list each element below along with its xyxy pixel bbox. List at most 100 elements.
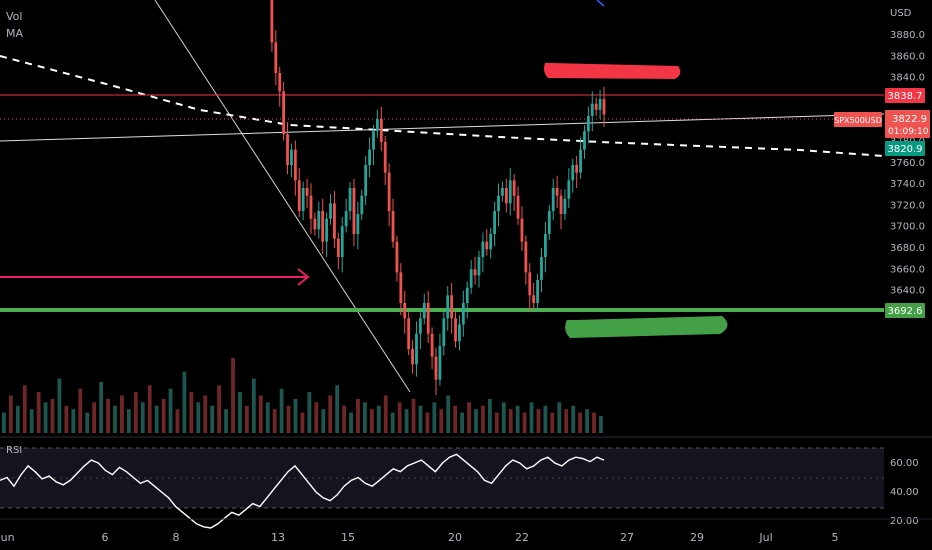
volume-bar xyxy=(599,415,603,433)
candle-body xyxy=(387,172,391,211)
candle-body xyxy=(465,287,469,303)
volume-bar xyxy=(64,405,69,433)
price-axis[interactable]: USD 3880.03860.03840.03820.03800.03780.0… xyxy=(890,8,925,318)
volume-bar xyxy=(585,409,589,433)
candle-body xyxy=(364,165,368,196)
volume-bar xyxy=(369,409,374,433)
pink-arrow[interactable] xyxy=(0,268,310,286)
volume-bar xyxy=(342,405,347,433)
price-pane[interactable] xyxy=(0,0,885,437)
candle-body xyxy=(524,241,528,273)
candle-body xyxy=(485,241,489,250)
candle-body xyxy=(575,165,579,173)
volume-bar xyxy=(113,405,117,433)
candle-body xyxy=(293,149,297,181)
volume-bar xyxy=(286,405,291,433)
volume-bars xyxy=(2,358,603,433)
volume-bar xyxy=(251,378,256,433)
volume-bar xyxy=(50,398,55,433)
trendline-price-label: 3820.9 xyxy=(885,141,925,156)
candle-body xyxy=(395,241,399,273)
candle-body xyxy=(360,195,364,215)
candle-body xyxy=(336,238,340,257)
price-tick-label: 3660.0 xyxy=(890,264,925,275)
volume-bar xyxy=(543,405,548,433)
time-tick-label: 20 xyxy=(448,531,462,544)
candle-body xyxy=(594,103,598,110)
ma-indicator-label[interactable]: MA xyxy=(6,27,24,40)
volume-bar xyxy=(439,409,444,433)
candle-body xyxy=(512,180,516,196)
volume-bar xyxy=(356,398,360,433)
volume-bar xyxy=(411,398,416,433)
time-tick-label: 8 xyxy=(173,531,180,544)
candle-body xyxy=(434,356,438,380)
candle-body xyxy=(438,345,442,380)
candle-body xyxy=(583,131,586,150)
price-pane-bg xyxy=(0,0,884,437)
candle-body xyxy=(598,99,602,110)
rsi-pane[interactable] xyxy=(0,447,884,529)
candle-body xyxy=(481,241,485,257)
candle-body xyxy=(270,0,274,43)
time-axis[interactable]: Jun 6 8 13 15 20 22 27 29 Jul 5 xyxy=(0,531,839,544)
candle-body xyxy=(274,42,278,73)
volume-bar xyxy=(154,405,159,433)
volume-bar xyxy=(474,409,478,433)
volume-bar xyxy=(168,388,173,433)
volume-bar xyxy=(210,405,215,433)
candle-body xyxy=(286,134,289,165)
time-tick-label: 5 xyxy=(832,531,839,544)
indicator-legend: Vol MA xyxy=(6,8,23,42)
volume-bar xyxy=(147,385,152,433)
volume-bar xyxy=(189,392,194,433)
candle-body xyxy=(555,188,559,196)
volume-bar xyxy=(182,371,187,433)
time-tick-label: 27 xyxy=(620,531,634,544)
volume-bar xyxy=(578,412,583,433)
candle-body xyxy=(547,211,551,234)
volume-bar xyxy=(557,402,562,433)
candle-body xyxy=(442,318,446,346)
vol-indicator-label[interactable]: Vol xyxy=(6,10,23,23)
candle-body xyxy=(415,333,418,365)
candle-body xyxy=(375,119,379,132)
time-tick-label: Jun xyxy=(0,531,15,544)
volume-bar xyxy=(481,405,485,433)
volume-bar xyxy=(161,398,166,433)
candle-body xyxy=(516,195,520,219)
candle-body xyxy=(391,211,395,242)
volume-bar xyxy=(126,409,131,433)
volume-bar xyxy=(272,409,277,433)
candle-body xyxy=(309,195,313,219)
candle-body xyxy=(430,333,434,357)
candle-body xyxy=(282,91,286,135)
green-highlight-mark[interactable] xyxy=(565,316,728,338)
rsi-indicator-label[interactable]: RSI xyxy=(6,445,23,456)
dashed-trend-line[interactable] xyxy=(0,55,885,157)
candle-body xyxy=(305,188,309,196)
volume-bar xyxy=(279,388,284,433)
price-tick-label: 3700.0 xyxy=(890,222,925,233)
volume-bar xyxy=(335,385,340,433)
candle-body xyxy=(586,115,590,132)
volume-bar xyxy=(425,412,430,433)
volume-bar xyxy=(453,405,458,433)
volume-bar xyxy=(258,395,263,433)
volume-bar xyxy=(244,405,249,433)
downtrend-line[interactable] xyxy=(154,0,411,393)
rsi-axis[interactable]: 60.00 40.00 20.00 xyxy=(890,458,919,527)
candle-body xyxy=(458,324,461,342)
support-price-label: 3692.6 xyxy=(885,303,925,318)
rsi-band xyxy=(0,448,884,508)
candle-body xyxy=(418,318,422,334)
volume-bar xyxy=(383,395,388,433)
candle-body xyxy=(321,211,325,242)
red-highlight-mark[interactable] xyxy=(544,63,681,79)
volume-bar xyxy=(397,402,402,433)
volume-bar xyxy=(564,409,569,433)
volume-bar xyxy=(231,358,235,433)
candle-body xyxy=(536,280,539,303)
blue-drawing-fragment xyxy=(596,0,605,7)
